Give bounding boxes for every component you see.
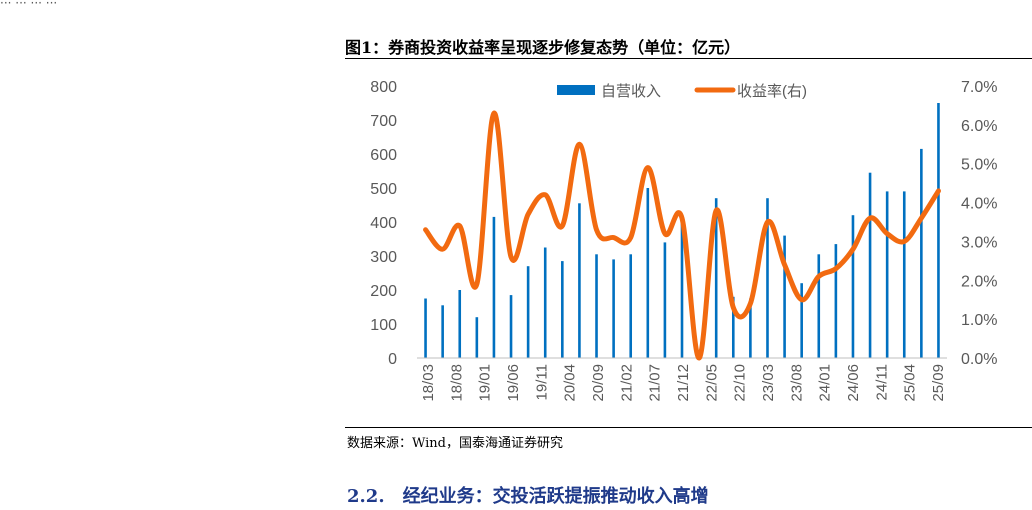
y-right-tick-label: 1.0% (961, 312, 997, 329)
figure-title: 图1：券商投资收益率呈现逐步修复态势（单位：亿元） (345, 38, 741, 57)
x-tick-label: 25/04 (902, 364, 919, 402)
chart-legend: 自营收入 收益率(右) (557, 83, 807, 100)
bar (441, 305, 444, 358)
x-tick-label: 18/03 (420, 364, 437, 402)
x-tick-label: 23/03 (760, 364, 777, 402)
bar (766, 198, 769, 358)
y-axis-right-ticks: 0.0% 1.0% 2.0% 3.0% 4.0% 5.0% 6.0% 7.0% (961, 79, 997, 368)
bar (629, 254, 633, 358)
section-heading: 2.2. 经纪业务：交投活跃提振推动收入高增 (347, 482, 709, 508)
x-tick-label: 20/09 (590, 364, 607, 402)
y-right-tick-label: 5.0% (961, 157, 997, 174)
bar (800, 283, 803, 358)
y-axis-left-ticks: 0 100 200 300 400 500 600 700 800 (370, 79, 397, 368)
x-tick-label: 19/11 (533, 364, 550, 400)
bar (561, 261, 564, 358)
bar (578, 203, 581, 358)
x-tick-label: 25/09 (930, 364, 947, 402)
x-tick-label: 21/07 (647, 364, 664, 402)
y-left-tick-label: 400 (370, 215, 397, 232)
y-right-tick-label: 4.0% (961, 196, 997, 213)
bar (492, 216, 496, 358)
y-left-tick-label: 700 (370, 113, 397, 130)
bar (714, 198, 718, 358)
y-left-tick-label: 800 (370, 79, 397, 96)
bar (902, 191, 906, 358)
bar (458, 290, 462, 358)
bar (885, 191, 889, 358)
y-right-tick-label: 6.0% (961, 118, 997, 135)
y-left-tick-label: 0 (388, 351, 397, 368)
y-right-tick-label: 7.0% (961, 79, 997, 96)
bar (475, 317, 479, 358)
bar (817, 254, 821, 358)
top-text-fragment: ··· ··· ··· ··· (0, 0, 58, 10)
y-right-tick-label: 0.0% (961, 351, 997, 368)
y-left-tick-label: 500 (370, 181, 397, 198)
legend-bar-swatch (557, 85, 595, 95)
x-axis-ticks: 18/03 18/08 19/01 19/06 19/11 20/04 20/09 21/02… (420, 364, 947, 402)
bar (663, 242, 667, 358)
bar (526, 266, 530, 358)
bar (680, 218, 684, 358)
bar (646, 188, 650, 358)
bar (851, 215, 855, 358)
figure-title-rule (345, 58, 1032, 59)
bar (543, 247, 547, 358)
bar (937, 103, 940, 358)
legend-bar-label: 自营收入 (601, 83, 661, 100)
section-title: 经纪业务：交投活跃提振推动收入高增 (402, 486, 709, 507)
yield-line-series (423, 110, 941, 361)
section-number: 2.2. (347, 486, 385, 507)
y-left-tick-label: 600 (370, 147, 397, 164)
x-tick-label: 18/08 (448, 364, 465, 402)
y-left-tick-label: 100 (370, 317, 397, 334)
bar (731, 296, 735, 358)
x-tick-label: 22/05 (703, 364, 720, 402)
source-rule (345, 427, 1032, 428)
bar (595, 254, 598, 358)
x-tick-label: 20/04 (562, 364, 579, 402)
x-tick-label: 19/06 (505, 364, 522, 402)
x-tick-label: 23/08 (788, 364, 805, 402)
x-tick-label: 19/01 (477, 364, 494, 402)
bar (920, 148, 923, 358)
bar (424, 298, 427, 358)
x-tick-label: 21/02 (618, 364, 635, 402)
x-tick-label: 24/11 (873, 364, 890, 400)
source-note: 数据来源：Wind，国泰海通证券研究 (347, 436, 563, 451)
revenue-yield-chart: 0 100 200 300 400 500 600 700 800 0.0% 1.0% 2.0% 3.… (370, 79, 997, 402)
x-tick-label: 21/12 (675, 364, 692, 402)
bar (783, 235, 786, 358)
y-left-tick-label: 300 (370, 249, 397, 266)
bar (612, 259, 615, 358)
x-tick-label: 24/06 (845, 364, 862, 402)
x-tick-label: 22/10 (732, 364, 749, 402)
bar (868, 172, 872, 358)
bar-series (424, 103, 940, 358)
bar (509, 295, 513, 358)
x-tick-label: 24/01 (817, 364, 834, 402)
bar (749, 298, 752, 358)
bar (834, 244, 838, 358)
legend-line-label: 收益率(右) (737, 83, 807, 100)
y-left-tick-label: 200 (370, 283, 397, 300)
y-right-tick-label: 3.0% (961, 234, 997, 251)
y-right-tick-label: 2.0% (961, 273, 997, 290)
